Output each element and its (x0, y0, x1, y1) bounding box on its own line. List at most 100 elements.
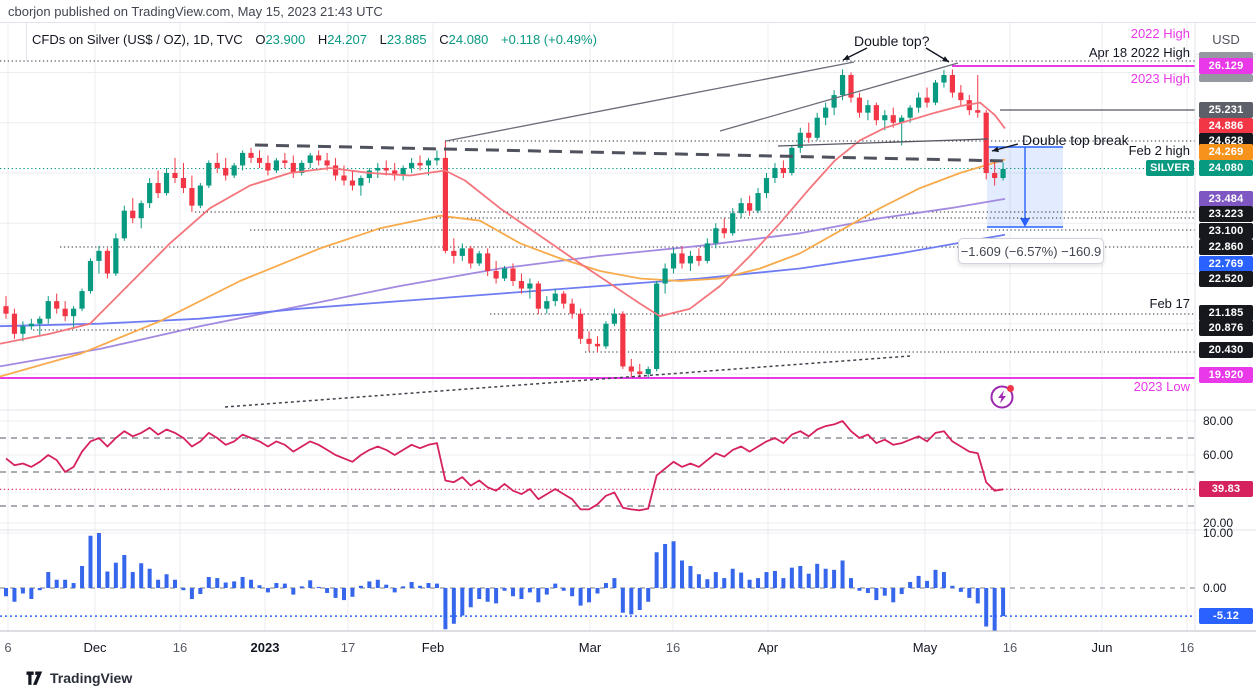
ma-blue-line (0, 233, 1006, 328)
candle-body (273, 160, 279, 171)
candle-body (282, 160, 288, 163)
histogram-bar (882, 588, 887, 596)
candle-body (223, 167, 229, 176)
candle-body (392, 170, 398, 176)
indicator-scale-label: 10.00 (1203, 526, 1234, 540)
histogram-bar (189, 588, 194, 599)
annotation-arrowhead (992, 146, 999, 153)
time-axis-tick-17: 17 (340, 640, 356, 655)
histogram-bar (63, 579, 68, 588)
histogram-bar (908, 581, 913, 588)
candle-body (823, 107, 829, 118)
time-axis-tick-apr: Apr (757, 640, 779, 655)
close-label: C (439, 32, 449, 47)
candle-body (71, 308, 77, 317)
candle-body (299, 162, 305, 173)
candle-body (248, 152, 254, 158)
indicator-scale-label: 39.83 (1199, 481, 1253, 497)
high-value: 24.207 (327, 32, 367, 47)
time-axis-tick-jun: Jun (1091, 640, 1113, 655)
candle-body (155, 183, 161, 194)
histogram-bar (426, 583, 431, 588)
candle-body (290, 162, 296, 173)
histogram-bar (147, 568, 152, 588)
trendline (777, 138, 989, 147)
flash-icon[interactable] (990, 385, 1015, 409)
candle-body (434, 157, 440, 161)
histogram-bar (223, 582, 228, 588)
indicator-scale-label: 20.00 (1203, 516, 1234, 530)
candle-body (873, 105, 879, 121)
histogram-bar (713, 572, 718, 588)
chart-label-apr-18-2022-high: Apr 18 2022 High (1088, 45, 1190, 60)
candle-body (417, 162, 423, 166)
histogram-bar (308, 580, 313, 588)
histogram-bar (96, 533, 101, 588)
histogram-bar (891, 588, 896, 603)
histogram-bar (984, 588, 989, 627)
histogram-bar (527, 588, 532, 593)
high-label: H (317, 32, 328, 47)
histogram-bar (840, 560, 845, 588)
change-value: +0.118 (+0.49%) (501, 32, 597, 47)
candle-body (180, 178, 187, 189)
candle-body (814, 117, 820, 138)
histogram-bar (764, 572, 769, 588)
candle-body (730, 213, 736, 234)
histogram-bar (409, 581, 414, 588)
candle-body (932, 82, 939, 103)
open-label: O (255, 32, 266, 47)
histogram-bar (739, 572, 744, 588)
trendline (254, 143, 1009, 163)
histogram-bar (967, 588, 972, 598)
chart-label-2023-low: 2023 Low (1133, 379, 1190, 394)
candle-body (510, 268, 516, 282)
ohlc-legend[interactable]: CFDs on Silver (US$ / OZ), 1D, TVC O23.9… (32, 32, 597, 47)
histogram-bar (358, 585, 363, 588)
histogram-bar (460, 588, 465, 616)
double-top-annotation[interactable]: Double top? (854, 33, 930, 49)
candle-body (586, 338, 592, 344)
candle-body (865, 105, 871, 113)
time-axis-tick-dec: Dec (83, 640, 107, 655)
candle-body (797, 132, 803, 148)
indicator-scale-label: -5.12 (1199, 608, 1253, 624)
candle-body (806, 132, 812, 138)
candle-body (747, 203, 753, 211)
histogram-bar (536, 588, 541, 603)
candle-body (713, 228, 719, 244)
candle-body (924, 97, 930, 103)
histogram-bar (4, 588, 8, 597)
histogram-bar (772, 570, 777, 588)
double-top-break-annotation[interactable]: Double top break (1022, 132, 1129, 148)
candle-body (704, 243, 710, 261)
candle-body (332, 165, 339, 176)
ma-purple-line (0, 198, 1006, 368)
candle-body (476, 253, 482, 264)
candle-body (425, 160, 432, 166)
tradingview-logo-icon (26, 671, 43, 685)
measure-tooltip: −1.609 (−6.57%) −160.9 (958, 238, 1104, 264)
price-scale-label: 20.430 (1199, 342, 1253, 358)
histogram-bar (240, 577, 245, 588)
candle-body (645, 368, 651, 374)
candle-body (670, 253, 677, 269)
candle-body (485, 253, 491, 271)
tradingview-logo[interactable]: TradingView (26, 670, 132, 686)
candle-body (240, 152, 246, 166)
histogram-bar (232, 581, 237, 588)
candle-body (265, 162, 271, 171)
candle-body (738, 203, 744, 214)
chart-label-feb-2-high: Feb 2 high (1128, 143, 1190, 158)
time-axis-tick-16: 16 (1179, 640, 1195, 655)
histogram-bar (173, 579, 177, 588)
histogram-bar (646, 588, 651, 602)
candle-body (451, 250, 457, 256)
price-scale-label: 20.876 (1199, 320, 1253, 336)
currency-button[interactable]: USD (1212, 32, 1240, 47)
histogram-bar (156, 579, 161, 588)
chart-label-feb-17: Feb 17 (1149, 296, 1190, 311)
histogram-bar (401, 586, 406, 588)
candle-body (231, 165, 237, 176)
